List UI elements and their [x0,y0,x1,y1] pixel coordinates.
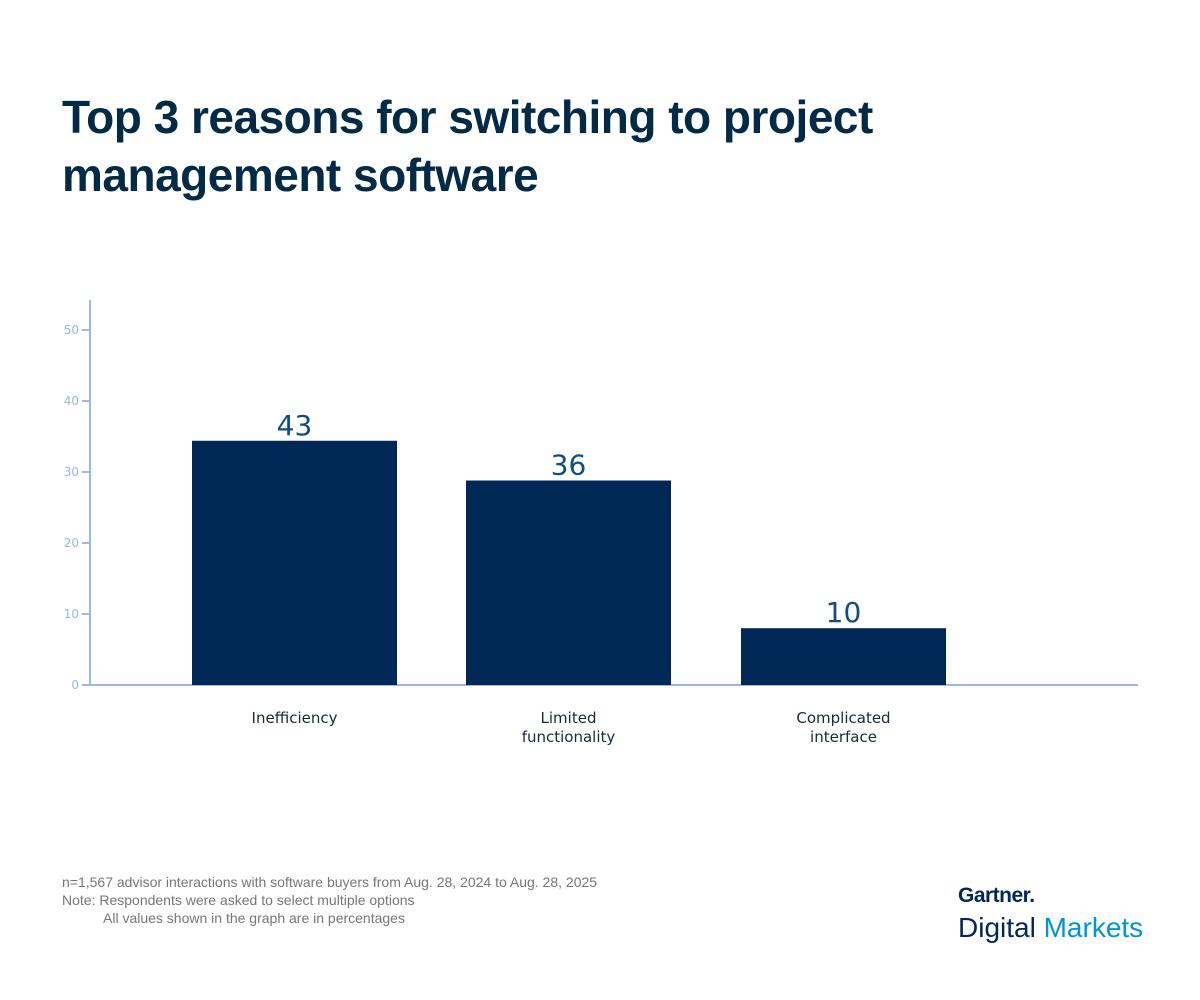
logo-gartner: Gartner. [958,884,1035,907]
y-tick-label: 10 [64,607,79,621]
logo-digital: Digital [958,912,1036,943]
category-label: Limited functionality [522,709,616,746]
bar [466,480,671,685]
y-tick-label: 50 [64,323,79,337]
y-tick-label: 0 [71,678,79,692]
data-label: 36 [551,449,587,482]
chart-title: Top 3 reasons for switching to project m… [62,91,873,201]
data-label: 43 [277,409,313,442]
logo-markets: Markets [1043,912,1144,943]
footnotes: n=1,567 advisor interactions with softwa… [62,873,597,927]
footnote-note2: All values shown in the graph are in per… [103,910,405,926]
y-tick-label: 30 [64,465,79,479]
footnote-note: Note: Respondents were asked to select m… [62,892,415,908]
footnote-sample: n=1,567 advisor interactions with softwa… [62,874,598,890]
y-tick-label: 20 [64,536,79,550]
category-label: Complicated interface [796,709,890,746]
bar [192,440,397,685]
gartner-digital-markets-logo: Gartner. Digital Markets [958,884,1143,944]
category-label: Inefficiency [252,709,338,727]
logo-digital-markets: Digital Markets [958,912,1143,944]
data-label: 10 [826,596,862,629]
bar [741,628,946,685]
y-tick-label: 40 [64,394,79,408]
